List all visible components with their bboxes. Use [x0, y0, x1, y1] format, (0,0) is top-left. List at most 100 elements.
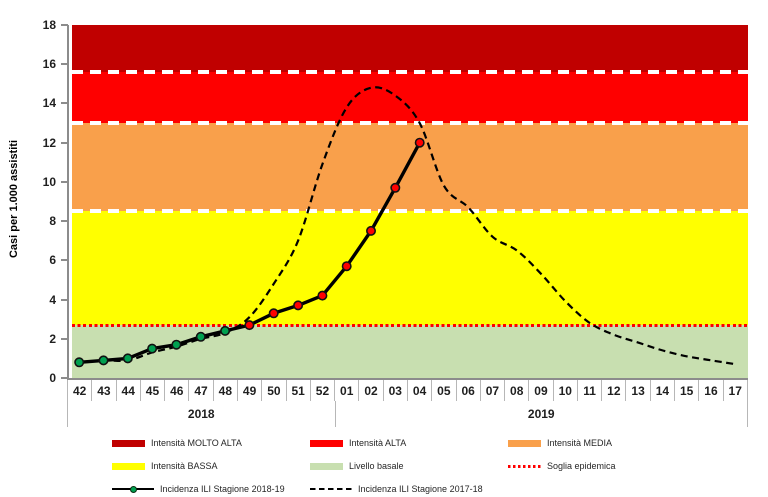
data-point-marker: [317, 290, 328, 301]
legend: Intensità MOLTO ALTA Intensità ALTA Intens…: [0, 433, 768, 495]
y-tick-mark: [61, 141, 68, 144]
x-tick-label: 10: [552, 380, 577, 401]
data-point-marker: [268, 308, 279, 319]
x-tick-label: 52: [309, 380, 334, 401]
x-year-label: 2018: [67, 401, 335, 427]
legend-swatch-fill: [112, 439, 145, 447]
x-tick-label: 51: [285, 380, 310, 401]
legend-swatch-fill: [310, 462, 343, 470]
x-tick-label: 48: [212, 380, 237, 401]
data-point-marker: [74, 357, 85, 368]
legend-label: Soglia epidemica: [547, 461, 616, 471]
x-tick-label: 45: [139, 380, 164, 401]
y-tick-mark: [61, 377, 68, 379]
series-line-2017-18: [79, 86, 736, 366]
band-divider-line: [72, 121, 748, 126]
x-tick-label: 05: [431, 380, 455, 401]
y-tick-mark: [61, 63, 68, 66]
legend-item-intensita-molto-alta: Intensità MOLTO ALTA: [112, 436, 242, 450]
y-tick-label: 18: [42, 18, 56, 32]
legend-item-livello-basale: Livello basale: [310, 459, 404, 473]
intensity-band: [72, 123, 748, 212]
legend-label: Intensità ALTA: [349, 438, 407, 448]
legend-item-intensita-alta: Intensità ALTA: [310, 436, 406, 450]
y-tick-label: 0: [49, 371, 56, 385]
x-axis-week-row: 42 43 44 45 46 47 48 49 50 51 52 01 02 03 04 05 06 07 08 09…: [67, 378, 748, 401]
x-tick-label: 01: [334, 380, 358, 401]
x-tick-label: 46: [164, 380, 188, 401]
data-point-marker: [122, 353, 133, 364]
x-year-label: 2019: [334, 401, 748, 427]
intensity-band: [72, 325, 748, 378]
legend-item-soglia-epidemica: Soglia epidemica: [508, 459, 616, 473]
data-point-marker: [365, 225, 376, 236]
legend-label: Incidenza ILI Stagione 2018-19: [160, 484, 285, 494]
legend-item-intensita-media: Intensità MEDIA: [508, 436, 612, 450]
legend-swatch-fill: [112, 462, 145, 470]
y-tick-label: 4: [49, 292, 56, 307]
x-tick-label: 47: [188, 380, 212, 401]
legend-swatch-fill: [508, 439, 541, 447]
epidemic-threshold-line: [72, 323, 748, 327]
legend-item-intensita-bassa: Intensità BASSA: [112, 459, 218, 473]
y-tick-mark: [61, 259, 68, 262]
x-tick-label: 09: [528, 380, 552, 401]
data-point-marker: [414, 137, 425, 148]
x-tick-label: 15: [674, 380, 698, 401]
x-tick-label: 14: [649, 380, 674, 401]
x-tick-label: 03: [382, 380, 407, 401]
intensity-band: [72, 25, 748, 73]
legend-swatch-dashed-line: [310, 487, 352, 491]
y-tick-label: 2: [49, 331, 56, 346]
x-tick-label: 12: [601, 380, 625, 401]
y-tick-mark: [61, 102, 68, 105]
y-axis-title: Casi per 1.000 assistiti: [8, 140, 20, 259]
data-point-marker: [98, 355, 109, 366]
x-tick-label: 11: [576, 380, 601, 401]
data-point-marker: [195, 331, 206, 342]
data-point-marker: [244, 320, 255, 331]
legend-swatch-solid-line-marker: [112, 485, 154, 494]
legend-label: Intensità BASSA: [151, 461, 218, 471]
x-tick-label: 43: [91, 380, 115, 401]
x-tick-label: 50: [261, 380, 285, 401]
data-point-marker: [171, 339, 182, 350]
data-point-marker: [341, 261, 352, 272]
x-tick-label: 42: [67, 380, 91, 401]
legend-label: Intensità MOLTO ALTA: [151, 438, 242, 448]
series-plot: [74, 86, 736, 368]
legend-swatch-fill: [310, 439, 343, 447]
x-tick-label: 13: [625, 380, 649, 401]
x-tick-label: 04: [406, 380, 431, 401]
legend-label: Livello basale: [349, 461, 404, 471]
intensity-band: [72, 211, 748, 326]
y-tick-mark: [61, 337, 68, 340]
x-tick-label: 07: [479, 380, 504, 401]
y-tick-label: 8: [49, 214, 56, 229]
y-tick-mark: [61, 180, 68, 183]
y-axis-line: [67, 25, 69, 379]
y-tick-label: 14: [42, 96, 56, 111]
y-tick-label: 12: [42, 135, 56, 150]
data-point-marker: [390, 182, 401, 193]
plot-area: [67, 25, 748, 378]
x-tick-label: 44: [115, 380, 140, 401]
data-point-marker: [147, 343, 158, 354]
x-tick-label: 08: [504, 380, 528, 401]
legend-item-stagione-2017-18: Incidenza ILI Stagione 2017-18: [310, 482, 483, 496]
x-tick-label: 02: [358, 380, 382, 401]
y-tick-label: 10: [42, 174, 56, 189]
x-axis-year-row: 2018 2019: [67, 401, 748, 427]
x-tick-label: 17: [722, 380, 748, 401]
y-tick-label: 16: [42, 57, 56, 72]
band-divider-line: [72, 70, 748, 75]
y-tick-mark: [61, 220, 68, 223]
y-tick-label: 6: [49, 253, 56, 268]
band-divider-line: [72, 209, 748, 214]
legend-label: Intensità MEDIA: [547, 438, 613, 448]
legend-swatch-dotted-line: [508, 464, 541, 468]
x-tick-label: 16: [698, 380, 722, 401]
legend-item-stagione-2018-19: Incidenza ILI Stagione 2018-19: [112, 482, 285, 496]
legend-label: Incidenza ILI Stagione 2017-18: [358, 484, 483, 494]
